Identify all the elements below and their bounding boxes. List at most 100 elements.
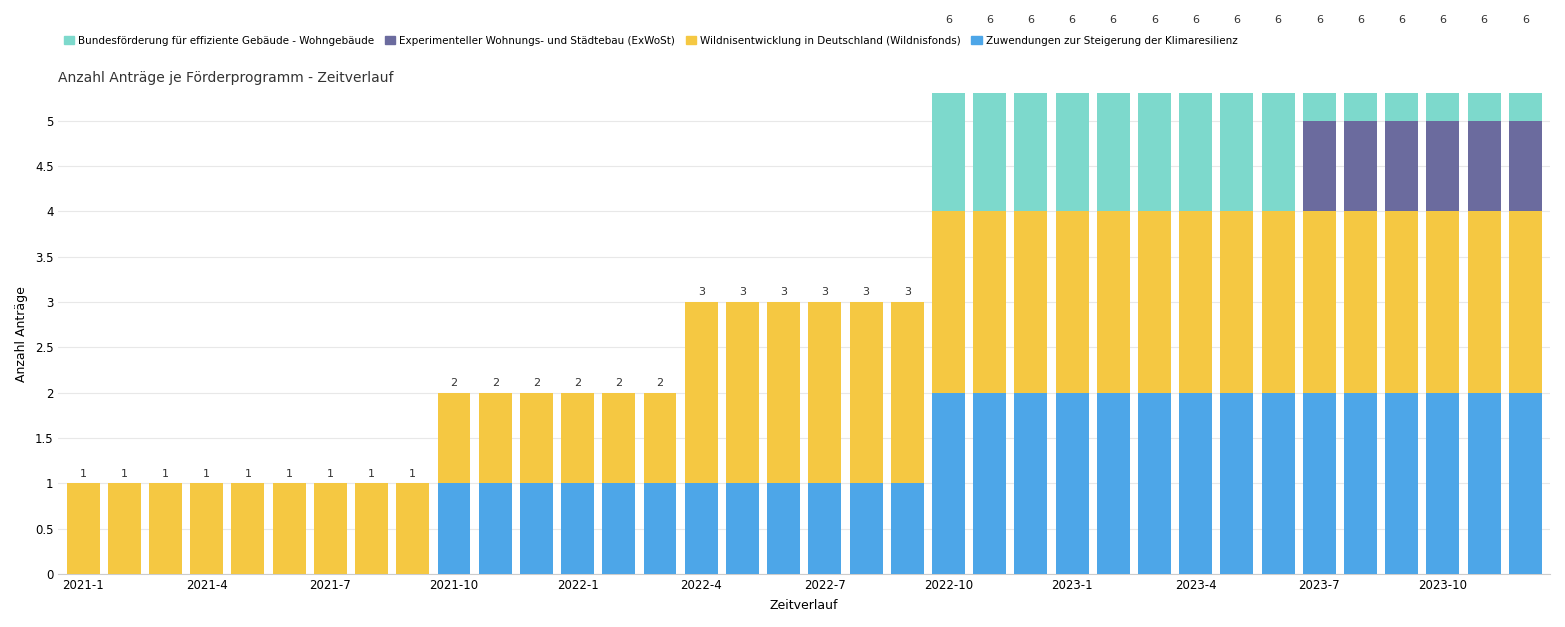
Text: 6: 6 (1440, 15, 1446, 25)
Bar (396, 483, 429, 574)
Text: 1: 1 (203, 469, 210, 479)
Bar (1055, 30, 1089, 211)
Bar (1221, 30, 1254, 211)
Bar (1344, 393, 1377, 574)
Bar (232, 483, 264, 574)
Text: 6: 6 (1110, 15, 1117, 25)
Bar (767, 483, 800, 574)
Text: 1: 1 (121, 469, 128, 479)
Bar (1261, 30, 1294, 211)
Text: 2: 2 (615, 378, 623, 388)
Bar (1014, 30, 1047, 211)
Text: 6: 6 (1480, 15, 1488, 25)
Bar (1468, 211, 1501, 393)
Bar (562, 393, 595, 483)
Bar (973, 211, 1006, 393)
Bar (1385, 30, 1418, 120)
Bar (1426, 30, 1459, 120)
Bar (520, 393, 552, 483)
Text: 6: 6 (1193, 15, 1199, 25)
Bar (1385, 120, 1418, 211)
Bar (355, 483, 388, 574)
Bar (726, 302, 759, 483)
Bar (1261, 393, 1294, 574)
Bar (1509, 120, 1542, 211)
Bar (1344, 30, 1377, 120)
Text: 6: 6 (1521, 15, 1529, 25)
Bar (931, 30, 966, 211)
Bar (1509, 393, 1542, 574)
Bar (1178, 393, 1213, 574)
Text: 6: 6 (1069, 15, 1075, 25)
Text: 3: 3 (822, 287, 828, 297)
Text: 3: 3 (903, 287, 911, 297)
Bar (1302, 120, 1337, 211)
Text: 2: 2 (574, 378, 581, 388)
Bar (108, 483, 141, 574)
Bar (809, 302, 842, 483)
Text: 2: 2 (656, 378, 664, 388)
Bar (1138, 393, 1171, 574)
Text: 1: 1 (244, 469, 252, 479)
X-axis label: Zeitverlauf: Zeitverlauf (770, 599, 839, 612)
Text: 1: 1 (368, 469, 376, 479)
Bar (1426, 120, 1459, 211)
Bar (1344, 120, 1377, 211)
Bar (767, 302, 800, 483)
Bar (1468, 30, 1501, 120)
Bar (685, 302, 718, 483)
Text: 3: 3 (862, 287, 870, 297)
Bar (1302, 30, 1337, 120)
Bar (850, 483, 883, 574)
Bar (890, 302, 923, 483)
Bar (479, 483, 512, 574)
Text: 6: 6 (1316, 15, 1322, 25)
Bar (603, 483, 635, 574)
Bar (1178, 211, 1213, 393)
Text: 3: 3 (739, 287, 747, 297)
Bar (438, 483, 471, 574)
Text: 3: 3 (779, 287, 787, 297)
Text: 2: 2 (491, 378, 499, 388)
Bar (643, 393, 676, 483)
Bar (1097, 211, 1130, 393)
Bar (272, 483, 305, 574)
Text: 6: 6 (1027, 15, 1034, 25)
Bar (1302, 393, 1337, 574)
Bar (726, 483, 759, 574)
Bar (191, 483, 224, 574)
Bar (1261, 211, 1294, 393)
Bar (1055, 211, 1089, 393)
Bar (1138, 211, 1171, 393)
Bar (931, 211, 966, 393)
Text: 1: 1 (410, 469, 416, 479)
Text: 6: 6 (1357, 15, 1365, 25)
Bar (1509, 30, 1542, 120)
Bar (1138, 30, 1171, 211)
Bar (1385, 393, 1418, 574)
Bar (1302, 211, 1337, 393)
Bar (315, 483, 347, 574)
Y-axis label: Anzahl Anträge: Anzahl Anträge (16, 286, 28, 382)
Bar (973, 30, 1006, 211)
Bar (1426, 211, 1459, 393)
Text: 2: 2 (532, 378, 540, 388)
Text: 6: 6 (1150, 15, 1158, 25)
Bar (438, 393, 471, 483)
Bar (809, 483, 842, 574)
Bar (1426, 393, 1459, 574)
Bar (149, 483, 182, 574)
Text: 1: 1 (286, 469, 293, 479)
Text: 1: 1 (327, 469, 333, 479)
Bar (1097, 30, 1130, 211)
Text: 6: 6 (1274, 15, 1282, 25)
Text: 3: 3 (698, 287, 704, 297)
Bar (1385, 211, 1418, 393)
Bar (520, 483, 552, 574)
Bar (1509, 211, 1542, 393)
Bar (850, 302, 883, 483)
Bar (1097, 393, 1130, 574)
Text: 6: 6 (945, 15, 952, 25)
Bar (1344, 211, 1377, 393)
Text: 6: 6 (1398, 15, 1405, 25)
